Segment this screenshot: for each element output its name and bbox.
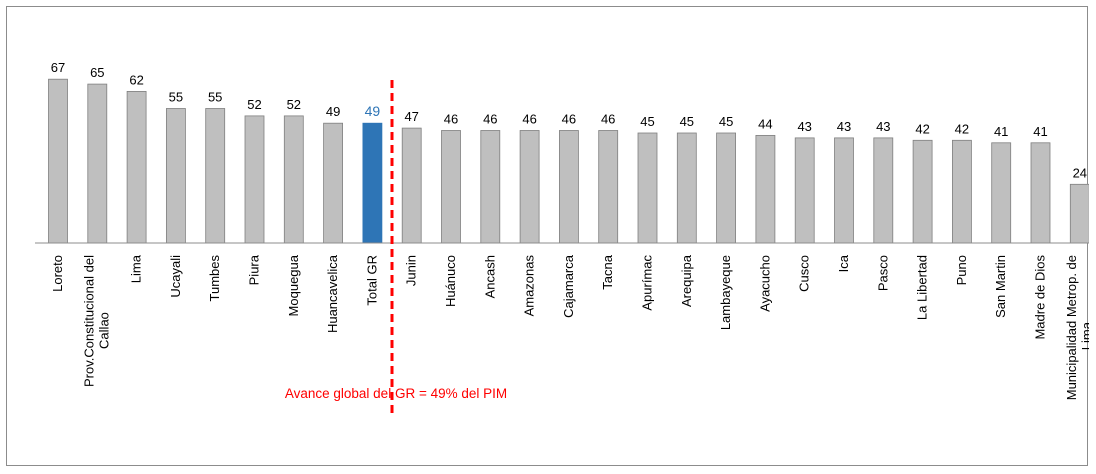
value-label-tumbes: 55 <box>208 90 222 105</box>
chart-frame: 67 65 62 55 55 52 52 49 49 47 46 46 46 46 46 45 45 45 44 43… <box>6 6 1089 466</box>
value-label-moquegua: 52 <box>287 97 301 112</box>
category-label-tacna: Tacna <box>600 254 615 289</box>
category-label-puno: Puno <box>954 255 969 285</box>
bar-apurimac <box>637 132 658 244</box>
bar-total-gr <box>362 122 383 244</box>
bar-pasco <box>873 137 894 244</box>
value-label-loreto: 67 <box>51 60 65 75</box>
category-label-prov-constitucional-del-callao: Prov.Constitucional delCallao <box>81 255 111 387</box>
value-label-municipalidad-metrop-de-lima: 24 <box>1073 165 1087 180</box>
category-label-san-martin: San Martin <box>993 255 1008 318</box>
value-label-junin: 47 <box>404 109 418 124</box>
value-label-amazonas: 46 <box>522 112 536 127</box>
bar-moquegua <box>283 115 304 244</box>
category-label-ica: Ica <box>836 254 851 272</box>
value-label-tacna: 46 <box>601 112 615 127</box>
bar-tacna <box>598 130 619 244</box>
value-label-pasco: 43 <box>876 119 890 134</box>
bar-chart: 67 65 62 55 55 52 52 49 49 47 46 46 46 46 46 45 45 45 44 43… <box>35 60 1089 413</box>
bar-amazonas <box>519 130 540 244</box>
value-label-cusco: 43 <box>797 119 811 134</box>
bar-huanuco <box>441 130 461 244</box>
bar-huancavelica <box>323 122 344 244</box>
value-label-huancavelica: 49 <box>326 104 340 119</box>
category-label-municipalidad-metrop-de-lima: Municipalidad Metrop. deLima <box>1064 255 1089 400</box>
value-label-ucayali: 55 <box>169 90 183 105</box>
category-label-loreto: Loreto <box>50 255 65 292</box>
category-label-apurimac: Apurímac <box>640 255 655 311</box>
bar-junin <box>401 127 422 244</box>
bar-cajamarca <box>559 130 579 244</box>
category-label-ayacucho: Ayacucho <box>757 255 772 312</box>
bar-la-libertad <box>912 139 933 244</box>
value-label-cajamarca: 46 <box>562 112 576 127</box>
category-label-junin: Junin <box>404 255 419 286</box>
value-label-arequipa: 45 <box>680 114 694 129</box>
category-label-huanuco: Huánuco <box>443 255 458 307</box>
category-label-moquegua: Moquegua <box>286 254 301 316</box>
value-label-prov-constitucional-del-callao: 65 <box>90 65 104 80</box>
annotation-text: Avance global del GR = 49% del PIM <box>285 386 507 401</box>
value-label-total-gr: 49 <box>365 103 381 119</box>
bar-tumbes <box>205 108 226 244</box>
value-label-madre-de-dios: 41 <box>1033 124 1047 139</box>
value-label-lambayeque: 45 <box>719 114 733 129</box>
bar-loreto <box>48 78 68 244</box>
value-label-huanuco: 46 <box>444 112 458 127</box>
value-label-ayacucho: 44 <box>758 116 772 131</box>
bar-ancash <box>480 130 501 244</box>
category-label-lambayeque: Lambayeque <box>718 255 733 330</box>
value-label-puno: 42 <box>955 121 969 136</box>
category-label-total-gr: Total GR <box>364 255 379 306</box>
bar-madre-de-dios <box>1030 142 1051 244</box>
bar-ayacucho <box>755 134 776 244</box>
bar-ucayali <box>165 108 186 244</box>
category-label-ucayali: Ucayali <box>168 255 183 298</box>
bar-cusco <box>794 137 815 244</box>
category-label-arequipa: Arequipa <box>679 254 694 307</box>
value-label-ancash: 46 <box>483 112 497 127</box>
bar-lambayeque <box>716 132 736 244</box>
category-label-lima: Lima <box>129 254 144 283</box>
bar-prov-constitucional-del-callao <box>87 83 108 244</box>
category-label-ancash: Ancash <box>482 255 497 298</box>
bar-piura <box>244 115 265 244</box>
category-label-madre-de-dios: Madre de Dios <box>1033 255 1048 340</box>
category-label-cajamarca: Cajamarca <box>561 254 576 318</box>
value-label-lima: 62 <box>129 72 143 87</box>
bar-puno <box>952 139 972 244</box>
bar-ica <box>834 137 854 244</box>
category-label-amazonas: Amazonas <box>522 255 537 317</box>
category-label-cusco: Cusco <box>797 255 812 292</box>
bar-municipalidad-metrop-de-lima <box>1069 183 1089 244</box>
value-label-apurimac: 45 <box>640 114 654 129</box>
bar-san-martin <box>991 142 1012 244</box>
value-label-piura: 52 <box>247 97 261 112</box>
category-label-tumbes: Tumbes <box>207 255 222 302</box>
value-label-la-libertad: 42 <box>915 121 929 136</box>
value-label-ica: 43 <box>837 119 851 134</box>
bar-lima <box>126 91 147 244</box>
category-label-pasco: Pasco <box>875 255 890 291</box>
bar-arequipa <box>676 132 697 244</box>
category-label-piura: Piura <box>247 254 262 285</box>
category-label-la-libertad: La Libertad <box>915 255 930 320</box>
value-label-san-martin: 41 <box>994 124 1008 139</box>
category-label-huancavelica: Huancavelica <box>325 254 340 333</box>
